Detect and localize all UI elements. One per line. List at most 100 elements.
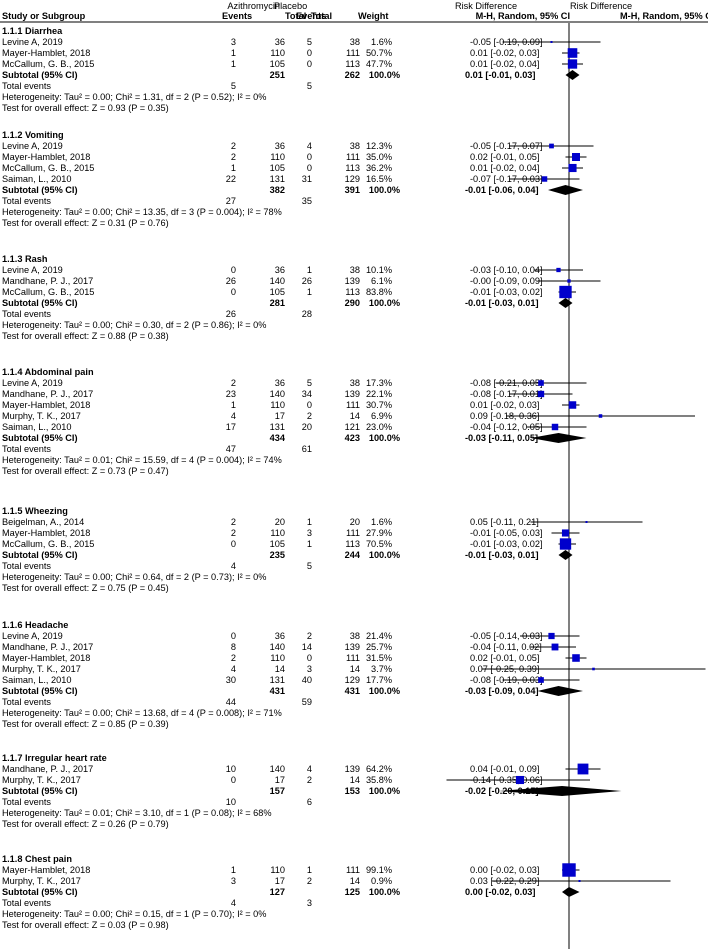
header-rd-title: Risk Difference	[455, 1, 517, 11]
header-weight: Weight	[358, 11, 388, 21]
study-name: Saiman, L., 2010	[2, 675, 71, 685]
subtotal-total-placebo: 125	[345, 887, 360, 897]
subgroup-title: 1.1.5 Wheezing	[2, 506, 68, 516]
events-placebo: 0	[307, 653, 312, 663]
total-placebo: 129	[345, 174, 360, 184]
total-treatment: 36	[275, 378, 285, 388]
subtotal-label: Subtotal (95% CI)	[2, 298, 78, 308]
study-marker	[541, 176, 548, 182]
subtotal-weight: 100.0%	[369, 433, 400, 443]
study-name: Murphy, T. K., 2017	[2, 411, 81, 421]
overall-effect-test: Test for overall effect: Z = 0.93 (P = 0…	[2, 103, 169, 113]
study-name: Mayer-Hamblet, 2018	[2, 653, 90, 663]
events-treatment: 1	[231, 163, 236, 173]
subtotal-total-placebo: 391	[345, 185, 360, 195]
subtotal-weight: 100.0%	[369, 550, 400, 560]
events-treatment: 17	[226, 422, 236, 432]
study-name: Levine A, 2019	[2, 631, 63, 641]
total-treatment: 36	[275, 631, 285, 641]
study-marker	[559, 538, 572, 550]
subtotal-label: Subtotal (95% CI)	[2, 887, 78, 897]
events-placebo: 1	[307, 865, 312, 875]
study-name: Levine A, 2019	[2, 141, 63, 151]
total-treatment: 36	[275, 265, 285, 275]
study-name: Mayer-Hamblet, 2018	[2, 152, 90, 162]
events-placebo: 4	[307, 764, 312, 774]
total-placebo: 111	[346, 865, 360, 875]
total-treatment: 110	[270, 865, 285, 875]
study-marker	[578, 880, 581, 882]
weight-value: 30.7%	[366, 400, 392, 410]
weight-value: 23.0%	[366, 422, 392, 432]
study-name: Mayer-Hamblet, 2018	[2, 865, 90, 875]
pooled-diamond	[548, 185, 583, 195]
study-name: Levine A, 2019	[2, 378, 63, 388]
total-treatment: 17	[275, 775, 285, 785]
total-placebo: 38	[350, 631, 360, 641]
risk-difference-ci: 0.02 [-0.01, 0.05]	[470, 653, 539, 663]
subgroup-title: 1.1.4 Abdominal pain	[2, 367, 94, 377]
risk-difference-ci: -0.01 [-0.03, 0.02]	[470, 287, 543, 297]
study-marker	[577, 763, 589, 775]
total-treatment: 110	[270, 400, 285, 410]
subgroup-title: 1.1.8 Chest pain	[2, 854, 72, 864]
events-placebo: 14	[302, 642, 312, 652]
study-name: Mayer-Hamblet, 2018	[2, 48, 90, 58]
pooled-diamond	[562, 887, 580, 897]
events-placebo: 5	[307, 378, 312, 388]
events-treatment: 1	[231, 59, 236, 69]
subtotal-ci: 0.01 [-0.01, 0.03]	[465, 70, 535, 80]
total-events-placebo: 59	[302, 697, 312, 707]
total-placebo: 14	[350, 775, 360, 785]
study-name: Saiman, L., 2010	[2, 174, 71, 184]
total-events-label: Total events	[2, 444, 51, 454]
weight-value: 17.3%	[366, 378, 392, 388]
weight-value: 35.8%	[366, 775, 392, 785]
total-treatment: 110	[270, 528, 285, 538]
weight-value: 10.1%	[366, 265, 392, 275]
total-placebo: 111	[346, 48, 360, 58]
total-treatment: 131	[270, 422, 285, 432]
study-name: Murphy, T. K., 2017	[2, 876, 81, 886]
events-placebo: 20	[302, 422, 312, 432]
total-placebo: 121	[345, 422, 360, 432]
events-placebo: 1	[307, 517, 312, 527]
total-treatment: 140	[270, 764, 285, 774]
events-placebo: 2	[307, 775, 312, 785]
events-treatment: 3	[231, 876, 236, 886]
heterogeneity-stats: Heterogeneity: Tau² = 0.00; Chi² = 13.35…	[2, 207, 282, 217]
risk-difference-ci: 0.01 [-0.02, 0.03]	[470, 48, 539, 58]
heterogeneity-stats: Heterogeneity: Tau² = 0.00; Chi² = 0.15,…	[2, 909, 266, 919]
total-placebo: 113	[345, 287, 360, 297]
events-placebo: 26	[302, 276, 312, 286]
study-name: Mayer-Hamblet, 2018	[2, 400, 90, 410]
subtotal-label: Subtotal (95% CI)	[2, 686, 78, 696]
total-placebo: 38	[350, 378, 360, 388]
weight-value: 6.9%	[371, 411, 392, 421]
overall-effect-test: Test for overall effect: Z = 0.03 (P = 0…	[2, 920, 169, 930]
header-events-2: Events	[296, 11, 326, 21]
events-placebo: 2	[307, 876, 312, 886]
total-events-label: Total events	[2, 898, 51, 908]
risk-difference-ci: -0.05 [-0.17, 0.07]	[470, 141, 543, 151]
risk-difference-ci: 0.01 [-0.02, 0.04]	[470, 163, 539, 173]
events-placebo: 2	[307, 411, 312, 421]
study-marker	[598, 414, 603, 418]
subtotal-ci: -0.03 [-0.09, 0.04]	[465, 686, 539, 696]
subtotal-total-treatment: 434	[270, 433, 286, 443]
total-events-treatment: 44	[226, 697, 236, 707]
subtotal-label: Subtotal (95% CI)	[2, 185, 78, 195]
subtotal-label: Subtotal (95% CI)	[2, 70, 78, 80]
weight-value: 6.1%	[371, 276, 392, 286]
events-placebo: 3	[307, 664, 312, 674]
risk-difference-ci: 0.09 [-0.18, 0.36]	[470, 411, 539, 421]
risk-difference-ci: -0.05 [-0.14, 0.03]	[470, 631, 543, 641]
study-name: Beigelman, A., 2014	[2, 517, 84, 527]
subtotal-total-placebo: 290	[345, 298, 360, 308]
weight-value: 99.1%	[366, 865, 392, 875]
study-name: McCallum, G. B., 2015	[2, 539, 94, 549]
study-name: Mayer-Hamblet, 2018	[2, 528, 90, 538]
total-placebo: 113	[345, 59, 360, 69]
study-marker	[538, 380, 544, 386]
subtotal-total-treatment: 382	[270, 185, 285, 195]
